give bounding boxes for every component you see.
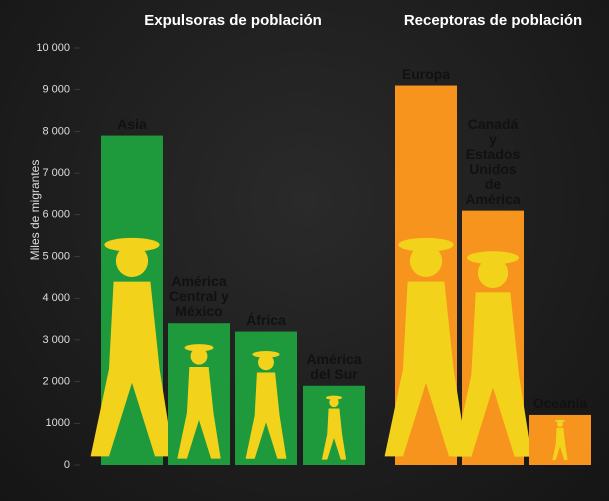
category-label: América Central y México [168,274,230,319]
chart-svg: Miles de migrantes 0 1000 2 000 3 000 4 000 5… [0,0,609,501]
y-tick-label: 8 000 [42,125,70,137]
figure-head [116,245,148,277]
y-tick-label: 9 000 [42,84,70,96]
figure-head [557,421,563,427]
figure-head [258,354,274,370]
figure-head [478,258,508,288]
y-tick-label: 6 000 [42,209,70,221]
y-tick-label: 4 000 [42,292,70,304]
category-label: Europa [395,67,457,82]
y-axis-label: Miles de migrantes [28,160,42,261]
category-label: África [235,313,297,328]
y-tick-label: 2 000 [42,376,70,388]
category-label: Asia [101,117,163,132]
y-tick-label: 10 000 [36,42,70,54]
category-label: Canadá y Estados Unidos de América [462,117,524,207]
y-tick-label: 5 000 [42,250,70,262]
category-label: Oceanía [529,396,591,411]
y-tick-label: 1000 [46,417,70,429]
figure-head [329,398,338,407]
figure-head [410,245,442,277]
category-label: América del Sur [303,352,365,382]
figure-head [191,348,208,365]
group-title: Receptoras de población [404,12,582,29]
y-tick-label: 0 [64,459,70,471]
y-tick-label: 7 000 [42,167,70,179]
y-tick-label: 3 000 [42,334,70,346]
chart: Miles de migrantes 0 1000 2 000 3 000 4 000 5… [0,0,609,501]
group-title: Expulsoras de población [144,12,322,29]
